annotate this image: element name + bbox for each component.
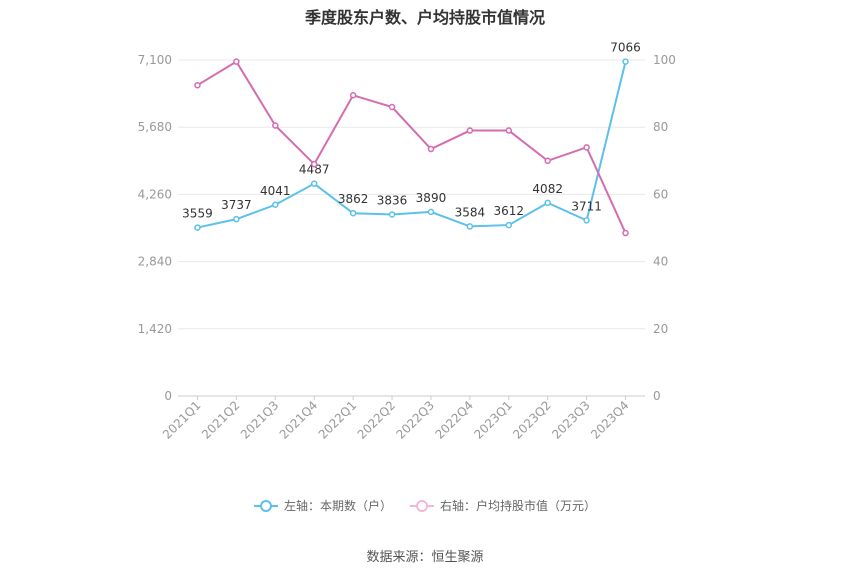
data-point — [466, 127, 474, 134]
data-label: 4487 — [299, 163, 330, 177]
data-point — [272, 122, 279, 129]
legend-label-households: 左轴：本期数（户） — [283, 499, 392, 513]
x-axis-tick-label: 2022Q4 — [432, 398, 476, 442]
legend-swatch-households — [253, 499, 278, 512]
data-point — [272, 201, 279, 209]
data-label: 4082 — [532, 182, 563, 196]
data-point — [583, 217, 590, 224]
legend-label-market-value: 右轴：户均持股市值（万元） — [440, 499, 597, 513]
data-label: 3890 — [416, 191, 447, 205]
data-point — [505, 221, 513, 229]
data-point — [388, 103, 396, 111]
x-axis-tick-label: 2022Q2 — [355, 398, 399, 442]
data-point — [349, 209, 357, 217]
data-label: 3711 — [571, 199, 602, 213]
left-axis-tick-label: 0 — [164, 389, 172, 403]
data-label: 3584 — [455, 205, 486, 219]
x-axis-tick-label: 2023Q4 — [588, 398, 632, 442]
data-point — [622, 58, 629, 65]
x-axis-tick-label: 2023Q2 — [510, 398, 554, 442]
data-point — [233, 215, 240, 223]
right-axis-tick-label: 80 — [653, 120, 668, 134]
x-axis-tick-label: 2021Q4 — [277, 398, 321, 442]
data-point — [583, 144, 590, 151]
data-point — [622, 229, 629, 237]
legend-swatch-market-value — [410, 499, 434, 512]
chart-title: 季度股东户数、户均持股市值情况 — [304, 8, 545, 27]
x-axis-tick-label: 2021Q1 — [160, 398, 204, 442]
left-axis-tick-label: 5,680 — [138, 120, 172, 134]
data-point — [349, 92, 357, 99]
series-line-market-value — [196, 60, 627, 234]
legend-item-households[interactable]: 左轴：本期数（户） — [253, 497, 392, 514]
x-axis-tick-label: 2023Q3 — [549, 398, 593, 442]
right-axis-tick-label: 60 — [653, 187, 668, 201]
data-point — [388, 211, 396, 218]
legend: 左轴：本期数（户） 右轴：户均持股市值（万元） — [0, 497, 850, 514]
right-axis-tick-label: 100 — [653, 53, 676, 67]
data-point — [544, 199, 551, 207]
data-point — [466, 223, 474, 230]
data-label: 3559 — [182, 207, 213, 221]
data-point — [310, 160, 318, 168]
series-line-households — [197, 61, 627, 229]
data-label: 3862 — [338, 192, 369, 206]
x-axis-tick-label: 2022Q3 — [394, 398, 438, 442]
right-axis-tick-label: 0 — [653, 389, 661, 403]
left-axis-tick-label: 1,420 — [138, 322, 172, 336]
data-point — [427, 208, 435, 216]
data-point — [233, 58, 240, 65]
left-axis-tick-label: 7,100 — [138, 53, 172, 67]
data-label: 4041 — [260, 184, 291, 198]
right-axis-tick-label: 40 — [653, 255, 668, 269]
data-point — [310, 180, 318, 187]
left-axis-tick-label: 2,840 — [138, 255, 172, 269]
data-label: 7066 — [610, 41, 641, 55]
data-label: 3737 — [221, 198, 252, 212]
x-axis-tick-label: 2023Q1 — [471, 398, 515, 442]
data-point — [194, 81, 201, 89]
right-axis-tick-label: 20 — [653, 322, 668, 336]
data-point — [505, 127, 513, 134]
source-note: 数据来源：恒生聚源 — [366, 550, 484, 565]
legend-item-market-value[interactable]: 右轴：户均持股市值（万元） — [410, 497, 596, 514]
x-axis-tick-label: 2022Q1 — [316, 398, 360, 442]
data-point — [194, 224, 201, 231]
x-axis-tick-label: 2021Q3 — [238, 398, 282, 442]
data-label: 3836 — [377, 193, 408, 207]
data-point — [544, 157, 551, 165]
x-axis-tick-label: 2021Q2 — [199, 398, 243, 442]
data-label: 3612 — [494, 204, 525, 218]
left-axis-tick-label: 4,260 — [138, 187, 172, 201]
data-point — [427, 145, 435, 153]
